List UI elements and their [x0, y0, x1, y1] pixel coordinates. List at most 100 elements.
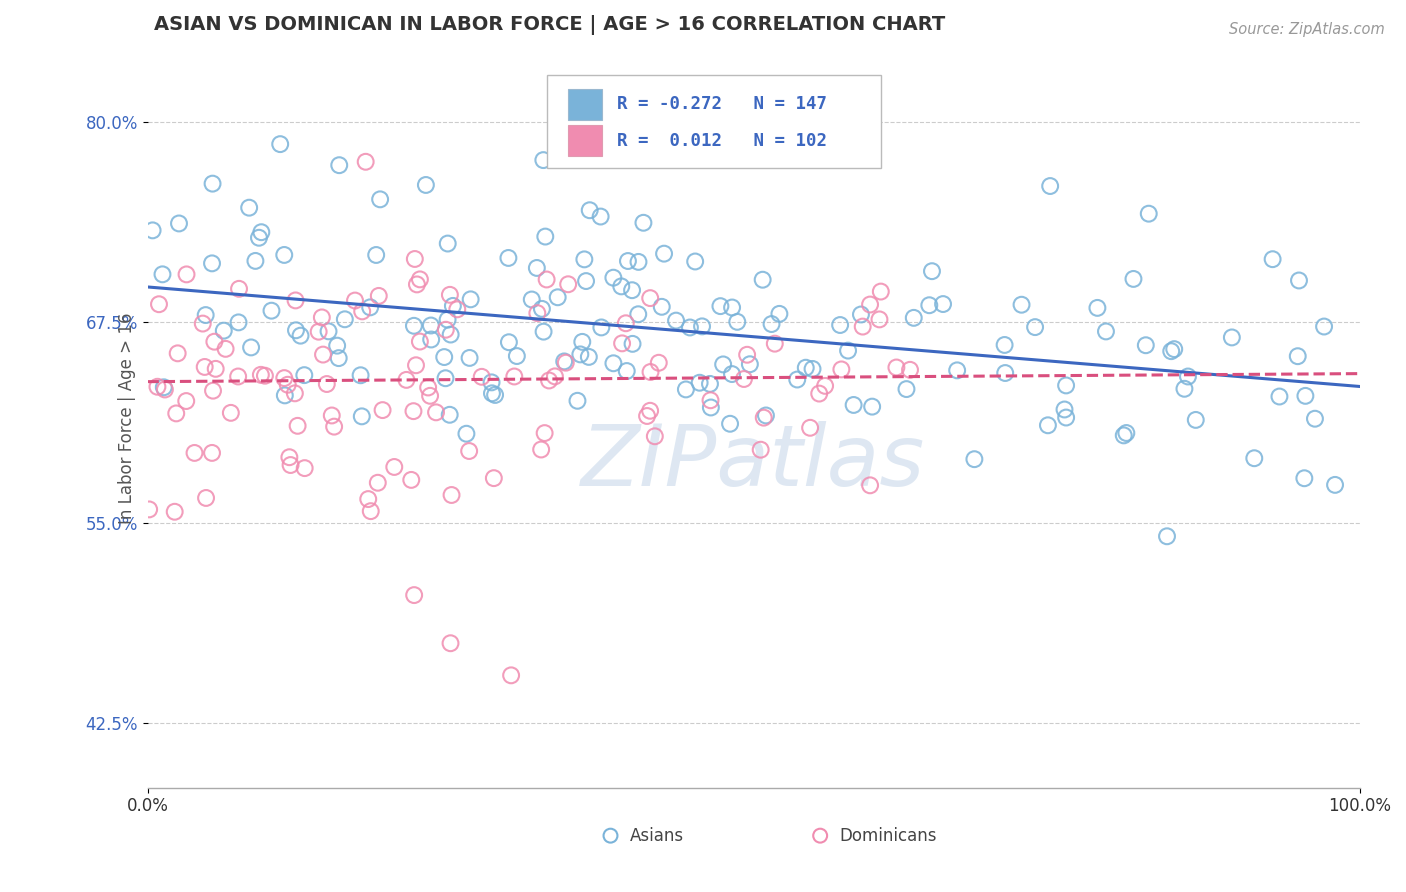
Point: [460, 293, 482, 307]
Point: [869, 312, 891, 326]
Point: [1156, 529, 1178, 543]
Point: [768, 307, 790, 321]
Point: [446, 302, 468, 317]
Point: [481, 376, 503, 390]
Point: [1324, 478, 1347, 492]
Point: [903, 310, 925, 325]
Point: [1294, 389, 1316, 403]
Point: [1011, 298, 1033, 312]
Point: [721, 367, 744, 381]
Point: [1039, 179, 1062, 194]
Point: [250, 225, 273, 239]
Point: [176, 268, 198, 282]
Point: [273, 248, 295, 262]
Point: [226, 369, 249, 384]
Point: [690, 319, 713, 334]
Point: [842, 398, 865, 412]
Point: [284, 293, 307, 308]
Point: [366, 248, 388, 262]
Point: [292, 368, 315, 383]
Point: [195, 491, 218, 505]
Point: [287, 418, 309, 433]
Point: [352, 304, 374, 318]
Point: [1220, 330, 1243, 344]
Point: [441, 299, 464, 313]
Point: [401, 473, 423, 487]
Point: [786, 372, 808, 386]
Point: [886, 360, 908, 375]
Y-axis label: In Labor Force | Age > 16: In Labor Force | Age > 16: [118, 313, 136, 524]
Point: [152, 380, 174, 394]
Point: [700, 401, 723, 415]
Point: [201, 446, 224, 460]
Point: [530, 442, 553, 457]
Point: [689, 376, 711, 390]
Point: [481, 386, 503, 401]
Point: [644, 429, 666, 443]
Point: [315, 377, 337, 392]
Point: [359, 301, 381, 315]
Point: [418, 380, 440, 394]
Point: [636, 409, 658, 423]
Point: [725, 315, 748, 329]
Point: [614, 316, 637, 330]
Point: [1137, 207, 1160, 221]
Point: [533, 325, 555, 339]
Point: [1112, 428, 1135, 442]
Point: [547, 290, 569, 304]
Point: [808, 386, 831, 401]
Point: [328, 158, 350, 172]
Text: ASIAN VS DOMINICAN IN LABOR FORCE | AGE > 16 CORRELATION CHART: ASIAN VS DOMINICAN IN LABOR FORCE | AGE …: [153, 15, 945, 35]
Point: [1177, 369, 1199, 384]
Point: [751, 273, 773, 287]
Point: [405, 358, 427, 372]
Point: [247, 231, 270, 245]
Point: [269, 137, 291, 152]
Point: [669, 797, 692, 811]
Text: Asians: Asians: [630, 827, 683, 845]
Text: R = -0.272   N = 147: R = -0.272 N = 147: [617, 95, 827, 113]
Point: [165, 406, 187, 420]
Point: [699, 393, 721, 408]
Point: [323, 419, 346, 434]
Point: [425, 405, 447, 419]
FancyBboxPatch shape: [568, 88, 602, 120]
Point: [520, 293, 543, 307]
Point: [354, 154, 377, 169]
Point: [918, 298, 941, 312]
Point: [1053, 402, 1076, 417]
Point: [830, 362, 852, 376]
Point: [526, 306, 548, 320]
Point: [440, 488, 463, 502]
Point: [763, 336, 786, 351]
Point: [409, 334, 432, 349]
Point: [212, 324, 235, 338]
Point: [738, 357, 761, 371]
Point: [409, 272, 432, 286]
Point: [1294, 471, 1316, 485]
Point: [898, 363, 921, 377]
Point: [436, 236, 458, 251]
Point: [250, 368, 273, 382]
Point: [148, 297, 170, 311]
Point: [651, 300, 673, 314]
Point: [260, 303, 283, 318]
Point: [280, 458, 302, 472]
Point: [284, 386, 307, 401]
Point: [503, 369, 526, 384]
Point: [526, 260, 548, 275]
Point: [434, 371, 457, 385]
Point: [638, 291, 661, 305]
Point: [482, 471, 505, 485]
Point: [538, 374, 561, 388]
Point: [419, 318, 441, 333]
Point: [814, 379, 837, 393]
Point: [290, 328, 312, 343]
Point: [471, 369, 494, 384]
Point: [498, 251, 520, 265]
Point: [578, 350, 600, 364]
Point: [1054, 410, 1077, 425]
Point: [675, 383, 697, 397]
Point: [610, 279, 633, 293]
Point: [1122, 272, 1144, 286]
